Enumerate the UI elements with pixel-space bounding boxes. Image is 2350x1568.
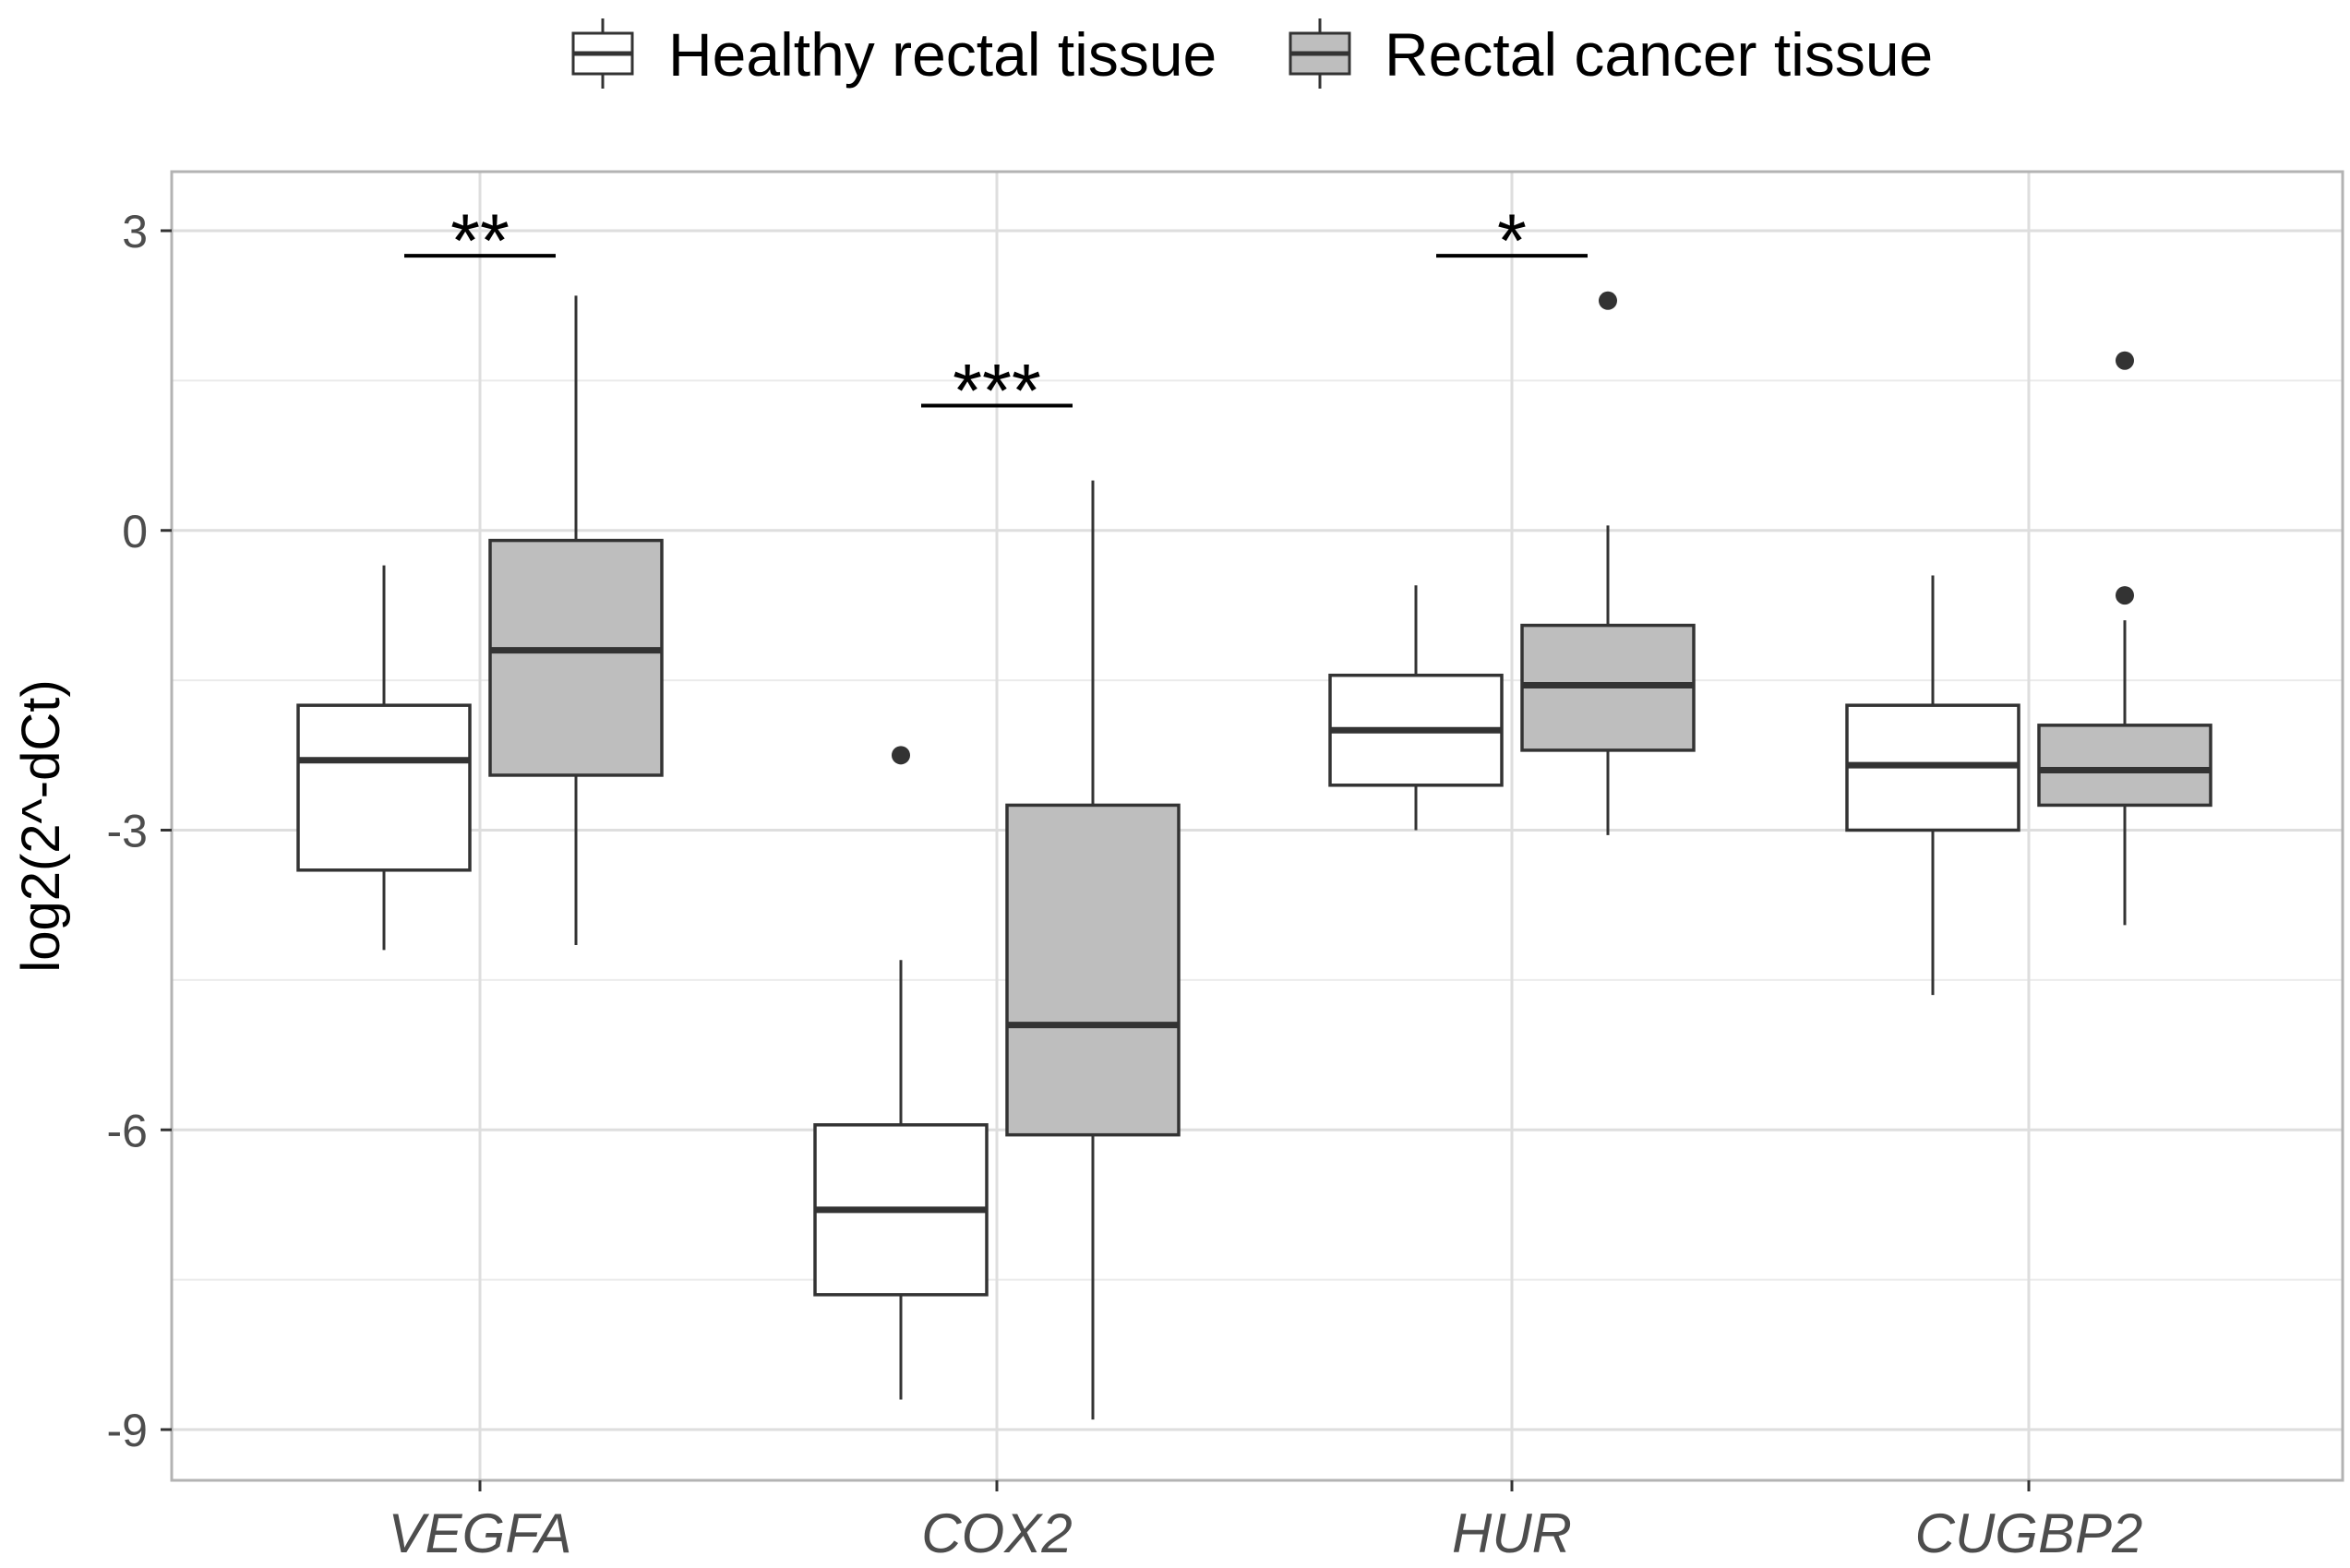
y-axis-ticks: 3 0 -3 -6 -9 — [107, 206, 172, 1456]
box-cox2-healthy — [813, 746, 989, 1400]
x-tick-label-cugbp2: CUGBP2 — [1915, 1502, 2143, 1564]
y-tick-label: 0 — [122, 506, 148, 557]
box-cox2-cancer — [1005, 480, 1181, 1420]
significance-annotations: ****** — [404, 199, 1588, 433]
significance-label-hur: * — [1497, 199, 1527, 283]
legend-key-healthy — [571, 18, 634, 89]
legend-label-healthy: Healthy rectal tissue — [668, 20, 1217, 89]
box-hur-healthy — [1328, 585, 1504, 831]
legend: Healthy rectal tissue Rectal cancer tiss… — [571, 18, 1933, 89]
x-tick-label-hur: HUR — [1452, 1502, 1572, 1564]
box-cugbp2-healthy — [1845, 575, 2020, 996]
y-tick-label: -3 — [107, 806, 148, 857]
y-tick-label: 3 — [122, 206, 148, 257]
y-tick-label: -6 — [107, 1105, 148, 1156]
significance-label-vegfa: ** — [450, 199, 510, 283]
plot-panel: ****** — [170, 170, 2344, 1482]
y-tick-label: -9 — [107, 1405, 148, 1456]
outlier-point — [2116, 351, 2134, 370]
box-iqr — [2037, 724, 2212, 808]
y-axis-label: log2(2^-dCt) — [11, 679, 71, 972]
outlier-point — [892, 746, 910, 765]
legend-label-cancer: Rectal cancer tissue — [1385, 20, 1933, 89]
box-iqr — [1005, 803, 1181, 1137]
x-axis-ticks: VEGFA COX2 HUR CUGBP2 — [389, 1480, 2143, 1564]
panel-border — [170, 170, 2344, 1482]
box-iqr — [488, 538, 664, 777]
box-vegfa-cancer — [488, 295, 664, 945]
outlier-point — [2116, 586, 2134, 605]
outlier-point — [1599, 291, 1617, 310]
boxes — [296, 291, 2212, 1420]
legend-key-cancer — [1289, 18, 1351, 89]
box-vegfa-healthy — [296, 565, 472, 951]
x-tick-label-vegfa: VEGFA — [389, 1502, 572, 1564]
box-iqr — [296, 703, 472, 872]
x-tick-label-cox2: COX2 — [921, 1502, 1072, 1564]
box-cugbp2-cancer — [2037, 351, 2212, 926]
box-hur-cancer — [1520, 291, 1696, 835]
grid-major — [172, 172, 2343, 1480]
significance-label-cox2: *** — [953, 349, 1041, 433]
